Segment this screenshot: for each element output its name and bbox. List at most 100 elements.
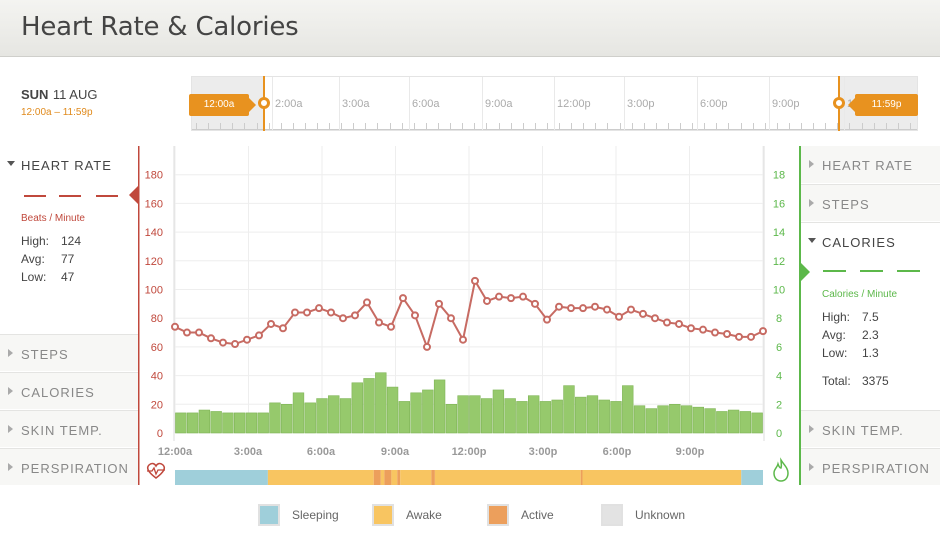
- timeline-tick: [293, 123, 294, 130]
- heart-rate-point: [639, 309, 647, 318]
- timeline-tick: [716, 123, 717, 130]
- stat-high: High: 124: [21, 234, 82, 248]
- heart-rate-point: [459, 335, 467, 344]
- timeline-gridline: [339, 77, 340, 130]
- timeline-tick: [305, 123, 306, 130]
- calorie-bar: [575, 396, 587, 434]
- calorie-bar: [657, 405, 669, 434]
- timeline-tick: [571, 123, 572, 130]
- range-start-flag[interactable]: 12:00a: [189, 94, 256, 116]
- timeline-tick: [668, 123, 669, 130]
- left-section-calories[interactable]: CALORIES: [0, 372, 138, 409]
- series-dash-swatch: [897, 270, 920, 272]
- timeline-tick: [547, 123, 548, 130]
- heart-rate-point: [279, 324, 287, 333]
- heart-rate-point: [591, 302, 599, 311]
- timeline-tick: [377, 123, 378, 130]
- activity-segment-awake: [434, 470, 581, 485]
- left-section-perspiration[interactable]: PERSPIRATION: [0, 448, 138, 485]
- calorie-bar: [727, 409, 740, 434]
- timeline-gridline: [554, 77, 555, 130]
- timeline-tick: [208, 123, 209, 130]
- section-label: PERSPIRATION: [21, 461, 129, 476]
- heart-rate-point: [747, 332, 755, 341]
- series-dash-swatch: [59, 195, 81, 197]
- right-section-heart-rate[interactable]: HEART RATE: [801, 146, 940, 183]
- stat-avg: Avg: 77: [21, 252, 75, 266]
- timeline-tick: [220, 123, 221, 130]
- section-label: PERSPIRATION: [822, 461, 930, 476]
- activity-segment-active: [431, 470, 435, 485]
- calorie-bar: [339, 398, 352, 434]
- left-section-heart-rate[interactable]: HEART RATE: [0, 146, 138, 183]
- x-axis-tick-label: 6:00p: [603, 446, 632, 458]
- series-dash-swatch: [24, 195, 46, 197]
- heart-rate-point: [543, 315, 551, 324]
- heartbeat-icon: [146, 462, 166, 479]
- heart-rate-point: [447, 314, 455, 323]
- heart-rate-point: [471, 276, 479, 285]
- timeline-gridline: [272, 77, 273, 130]
- heart-rate-point: [423, 342, 431, 351]
- heart-rate-point: [603, 305, 611, 314]
- section-label: CALORIES: [21, 385, 95, 400]
- calorie-bar: [704, 408, 716, 434]
- y-axis-left-tick-label: 140: [145, 227, 163, 239]
- timeline-tick: [365, 123, 366, 130]
- right-section-skin-temp[interactable]: SKIN TEMP.: [801, 410, 940, 447]
- right-section-steps[interactable]: STEPS: [801, 184, 940, 221]
- timeline-tick: [789, 123, 790, 130]
- left-metric-panel: HEART RATE Beats / Minute High: 124 Avg: 7…: [0, 146, 138, 485]
- timeline-tick: [232, 123, 233, 130]
- timeline-tick: [837, 123, 838, 130]
- heart-rate-point: [567, 304, 575, 313]
- range-end-flag[interactable]: 11:59p: [848, 94, 918, 116]
- timeline-label: 12:00p: [557, 98, 591, 110]
- left-section-steps[interactable]: STEPS: [0, 334, 138, 371]
- activity-segment-sleeping: [175, 470, 268, 485]
- heart-rate-point: [663, 318, 671, 327]
- y-axis-right-tick-label: 2: [776, 399, 782, 411]
- calorie-bar: [210, 411, 222, 434]
- timeline-label: 9:00p: [772, 98, 800, 110]
- heart-rate-point: [339, 314, 347, 323]
- calories-details: Calories / Minute High: 7.5 Avg: 2.3 Low: 1…: [801, 259, 940, 409]
- heart-rate-point: [411, 311, 419, 320]
- left-section-skin-temp[interactable]: SKIN TEMP.: [0, 410, 138, 447]
- heart-rate-point: [711, 328, 719, 337]
- calorie-bar: [469, 395, 481, 434]
- y-axis-right-tick-label: 0: [776, 428, 782, 440]
- calorie-bar: [422, 389, 434, 434]
- calorie-bar: [622, 385, 634, 434]
- timeline-tick: [499, 123, 500, 130]
- y-axis-left-tick-label: 20: [151, 399, 163, 411]
- timeline-tick: [704, 123, 705, 130]
- range-end-handle[interactable]: [833, 97, 845, 109]
- heart-rate-point: [735, 332, 743, 341]
- timeline-tick: [523, 123, 524, 130]
- y-axis-left-tick-label: 180: [145, 170, 163, 182]
- y-axis-right-tick-label: 10: [773, 285, 785, 297]
- calories-active-indicator: [801, 263, 810, 281]
- calorie-bar: [645, 408, 657, 434]
- range-start-handle[interactable]: [258, 97, 270, 109]
- right-section-perspiration[interactable]: PERSPIRATION: [801, 448, 940, 485]
- section-label: HEART RATE: [21, 158, 112, 173]
- timeline-label: 2:00a: [275, 98, 303, 110]
- date-text: 11 AUG: [52, 87, 98, 102]
- calorie-bar: [480, 398, 493, 434]
- date-range: 12:00a – 11:59p: [21, 107, 93, 118]
- heart-rate-point: [579, 304, 587, 313]
- calorie-bar: [375, 372, 387, 434]
- timeline-tick: [777, 123, 778, 130]
- timeline-tick: [849, 123, 850, 130]
- calorie-bar: [516, 401, 528, 434]
- time-range-scrubber[interactable]: 2:00a 3:00a 6:00a 9:00a 12:00p 3:00p 6:00p 9:00…: [191, 76, 918, 131]
- y-axis-left-tick-label: 0: [157, 428, 163, 440]
- heart-rate-point: [195, 328, 203, 337]
- heart-rate-point: [183, 328, 191, 337]
- expand-arrow-icon: [808, 238, 816, 243]
- activity-segment-active: [373, 470, 381, 485]
- timeline-tick: [244, 123, 245, 130]
- right-section-calories[interactable]: CALORIES: [801, 222, 940, 259]
